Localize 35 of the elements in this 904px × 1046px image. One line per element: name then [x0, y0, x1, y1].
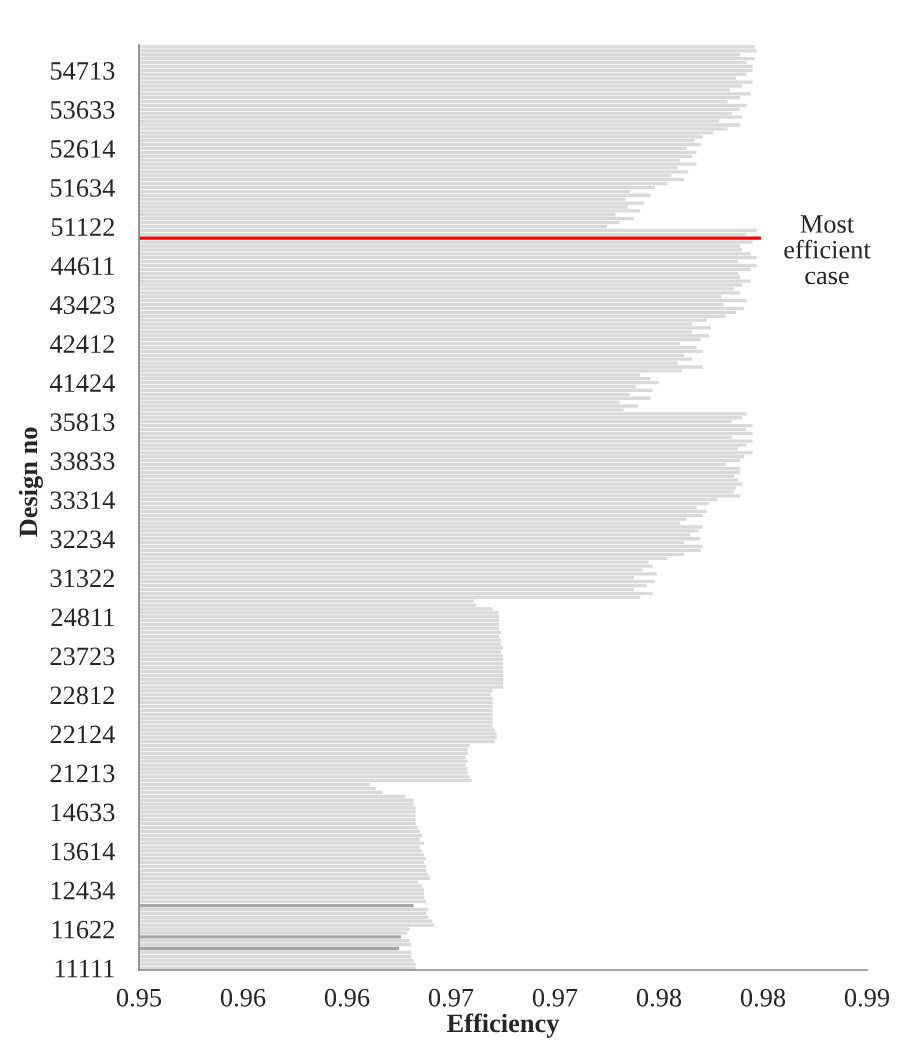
y-tick-label: 31322 [50, 569, 114, 588]
y-axis-title: Design no [18, 427, 43, 537]
y-tick-label: 52614 [50, 140, 115, 158]
x-tick-label: 0.96 [324, 988, 370, 1007]
y-tick-label: 44611 [50, 257, 114, 275]
y-tick-label: 54713 [50, 62, 115, 80]
x-tick-label: 0.98 [740, 988, 786, 1007]
y-tick-label: 12434 [51, 881, 115, 900]
annotation: Most efficient case [784, 215, 871, 285]
y-tick-label: 33833 [50, 452, 115, 471]
y-tick-label: 24811 [51, 608, 114, 627]
x-tick-label: 0.97 [428, 988, 474, 1007]
x-tick-label: 0.95 [116, 988, 162, 1007]
x-tick-label: 0.97 [532, 988, 578, 1007]
x-axis-title: Efficiency [447, 1013, 560, 1038]
y-tick-label: 21213 [50, 764, 115, 783]
y-tick-label: 23723 [50, 647, 115, 666]
y-tick-label: 22124 [50, 725, 115, 744]
y-tick-label: 33314 [50, 491, 115, 510]
x-tick-label: 0.96 [220, 988, 266, 1007]
y-tick-label: 41424 [49, 374, 115, 392]
y-tick-label: 35813 [50, 413, 115, 432]
x-tick-label: 0.99 [844, 988, 890, 1007]
y-tick-label: 22812 [50, 686, 114, 705]
y-tick-label: 51634 [50, 179, 115, 197]
y-tick-label: 14633 [51, 803, 115, 822]
y-tick-label: 11111 [55, 959, 114, 978]
y-tick-label: 43423 [49, 296, 115, 314]
y-tick-label: 11622 [52, 920, 114, 939]
y-tick-label: 51122 [51, 218, 114, 236]
x-tick-label: 0.98 [636, 988, 682, 1007]
y-tick-label: 13614 [51, 842, 115, 861]
y-tick-label: 53633 [50, 101, 115, 119]
y-tick-label: 32234 [50, 530, 115, 549]
y-tick-label: 42412 [49, 335, 114, 353]
